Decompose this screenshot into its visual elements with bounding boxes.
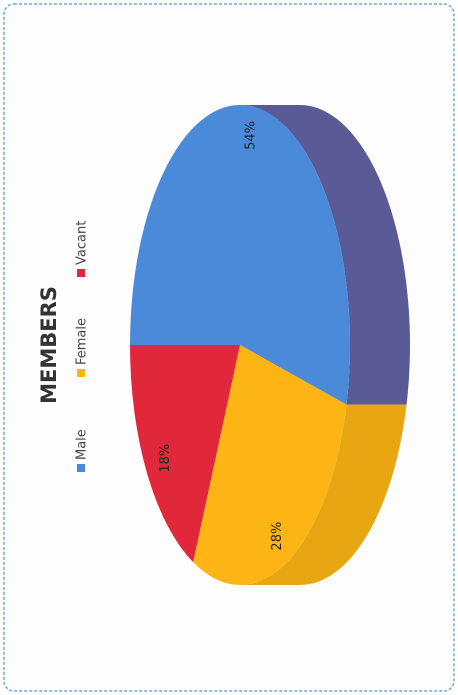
pie-slice [130,345,240,563]
pie-side [240,404,407,585]
legend-label: Male [75,429,90,460]
legend-swatch [77,464,85,472]
chart-title: MEMBERS [37,286,61,404]
legend-label: Vacant [75,221,90,265]
data-label: 18% [158,444,173,473]
legend-label: Female [75,318,90,365]
legend-swatch [77,269,85,277]
pie-side [240,105,410,405]
legend-swatch [77,369,85,377]
pie-slice [130,105,350,405]
data-label: 54% [244,121,259,150]
pie-slice [193,345,347,585]
data-label: 28% [270,522,285,551]
rotated-chart: MEMBERS Male Female Vacant 54% 28% 18% [37,105,410,585]
